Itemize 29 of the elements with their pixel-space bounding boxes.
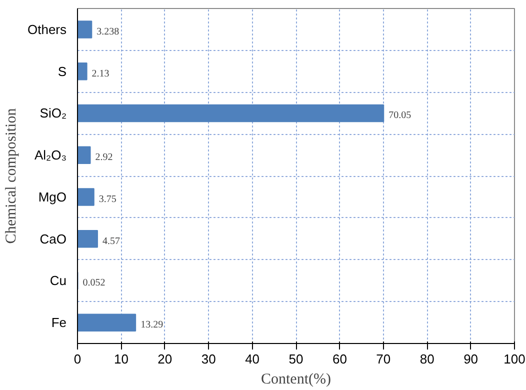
y-tick-label: Cu xyxy=(50,273,67,288)
data-label: 3.75 xyxy=(98,194,116,205)
y-tick-label: Others xyxy=(27,22,67,37)
x-tick-label: 0 xyxy=(74,352,82,366)
x-tick-label: 10 xyxy=(114,352,128,366)
x-tick-label: 90 xyxy=(464,352,478,366)
y-tick-label: Al₂O₃ xyxy=(34,148,67,163)
data-label: 2.92 xyxy=(95,152,113,164)
y-tick-label: SiO₂ xyxy=(40,106,66,121)
x-tick-label: 60 xyxy=(332,352,347,366)
x-tick-label: 70 xyxy=(376,352,391,366)
x-tick-label: 40 xyxy=(245,352,260,366)
data-label: 4.57 xyxy=(102,236,120,247)
x-tick-label: 50 xyxy=(288,352,304,366)
x-tick-label: 20 xyxy=(158,352,172,366)
data-label: 3.238 xyxy=(96,26,120,38)
y-tick-label: S xyxy=(58,64,67,79)
data-label: 13.29 xyxy=(140,320,164,331)
x-tick-label: 30 xyxy=(201,352,216,366)
x-tick-label: 100 xyxy=(504,352,526,366)
data-label: 0.052 xyxy=(82,278,106,289)
y-axis-title: Chemical composition xyxy=(3,108,20,244)
data-label: 70.05 xyxy=(388,110,412,122)
y-tick-label: Fe xyxy=(51,315,66,330)
y-tick-label: MgO xyxy=(38,189,66,204)
x-tick-label: 80 xyxy=(420,352,434,366)
data-label: 2.13 xyxy=(92,68,110,80)
y-tick-label: CaO xyxy=(40,231,67,246)
x-axis-title: Content(%) xyxy=(261,372,331,388)
